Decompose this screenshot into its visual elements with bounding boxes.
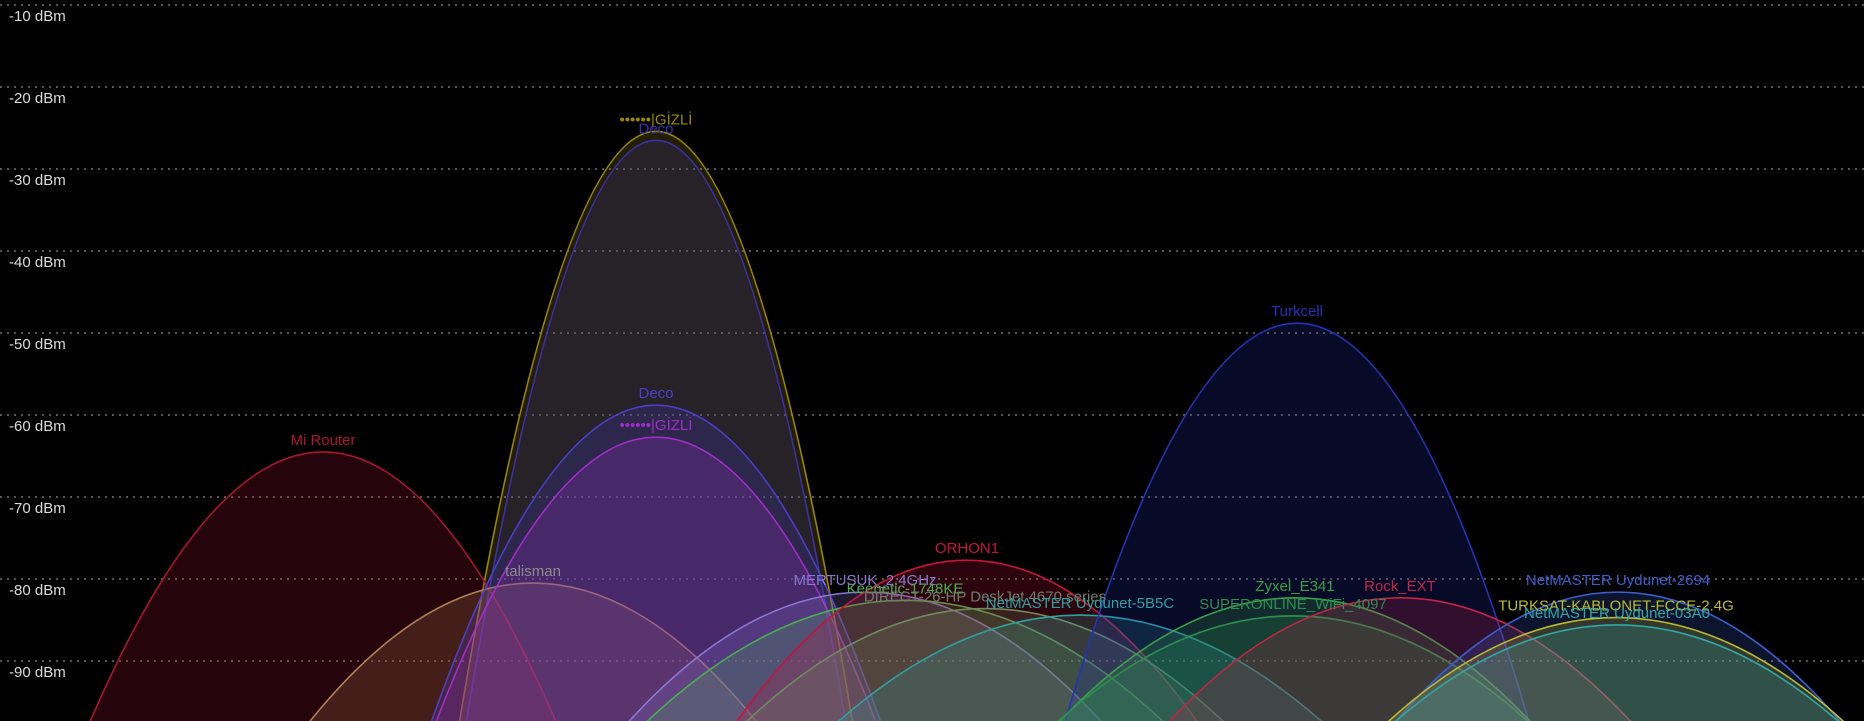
network-curve[interactable] bbox=[1366, 616, 1864, 721]
y-axis-tick-label: -50 dBm bbox=[9, 336, 66, 353]
network-curve[interactable] bbox=[424, 404, 888, 721]
network-curve[interactable] bbox=[1150, 597, 1650, 721]
network-curve[interactable] bbox=[428, 436, 884, 721]
network-ssid-label[interactable]: talisman bbox=[505, 563, 561, 580]
network-curve[interactable] bbox=[610, 591, 1120, 721]
network-curve[interactable] bbox=[456, 130, 856, 721]
network-ssid-label[interactable]: ••••••|GİZLİ bbox=[620, 110, 693, 128]
y-axis-tick-label: -30 dBm bbox=[9, 172, 66, 189]
network-ssid-label[interactable]: SUPERONLINE_WiFi_4097 bbox=[1199, 596, 1387, 613]
network-ssid-label[interactable]: Rock_EXT bbox=[1364, 578, 1436, 595]
y-axis-tick-label: -10 dBm bbox=[9, 8, 66, 25]
y-axis-tick-label: -90 dBm bbox=[9, 664, 66, 681]
network-ssid-label[interactable]: NetMASTER Uydunet-5B5C bbox=[986, 595, 1175, 612]
network-ssid-label[interactable]: NetMASTER Uydunet-2694 bbox=[1526, 572, 1710, 589]
y-axis-tick-label: -80 dBm bbox=[9, 582, 66, 599]
network-curve[interactable] bbox=[815, 614, 1345, 721]
network-ssid-label[interactable]: Turkcell bbox=[1271, 303, 1323, 320]
network-ssid-label[interactable]: TURKSAT-KABLONET-FCCE-2.4G bbox=[1498, 598, 1734, 615]
y-axis-tick-labels: -10 dBm -20 dBm -30 dBm -40 dBm -50 dBm -60 d… bbox=[9, 8, 66, 681]
network-curve[interactable] bbox=[1059, 322, 1535, 721]
network-curve[interactable] bbox=[463, 139, 849, 721]
network-curve[interactable] bbox=[1035, 615, 1551, 721]
network-ssid-label[interactable]: Keenetic-1748KE bbox=[847, 580, 964, 597]
y-axis-tick-label: -40 dBm bbox=[9, 254, 66, 271]
network-ssid-label[interactable]: NetMASTER Uydunet-03A0 bbox=[1524, 605, 1710, 622]
y-axis-tick-label: -60 dBm bbox=[9, 418, 66, 435]
y-axis-tick-label: -20 dBm bbox=[9, 90, 66, 107]
network-ssid-label[interactable]: Mi Router bbox=[290, 432, 355, 449]
network-curve[interactable] bbox=[1378, 591, 1858, 721]
network-curve[interactable] bbox=[1372, 624, 1862, 721]
network-ssid-label[interactable]: Deco bbox=[638, 120, 673, 137]
network-curve[interactable] bbox=[1040, 597, 1550, 721]
network-ssid-label[interactable]: DIRECT-26-HP DeskJet 4670 series bbox=[864, 589, 1106, 606]
network-curve[interactable] bbox=[722, 559, 1212, 721]
network-curves bbox=[81, 130, 1864, 721]
network-ssid-label[interactable]: ••••••|GİZLİ bbox=[620, 416, 693, 434]
network-ssid-label[interactable]: Deco bbox=[638, 385, 673, 402]
network-curve[interactable] bbox=[293, 582, 773, 721]
y-axis-tick-label: -70 dBm bbox=[9, 500, 66, 517]
y-gridlines bbox=[0, 4, 1864, 662]
network-ssid-label[interactable]: ORHON1 bbox=[935, 540, 999, 557]
network-curve[interactable] bbox=[625, 599, 1185, 721]
network-ssid-label[interactable]: Zyxel_E341 bbox=[1255, 578, 1334, 595]
network-curve[interactable] bbox=[725, 607, 1245, 721]
network-curve[interactable] bbox=[81, 451, 565, 721]
network-ssid-label[interactable]: MERTUSUK_2.4GHz bbox=[793, 572, 936, 589]
